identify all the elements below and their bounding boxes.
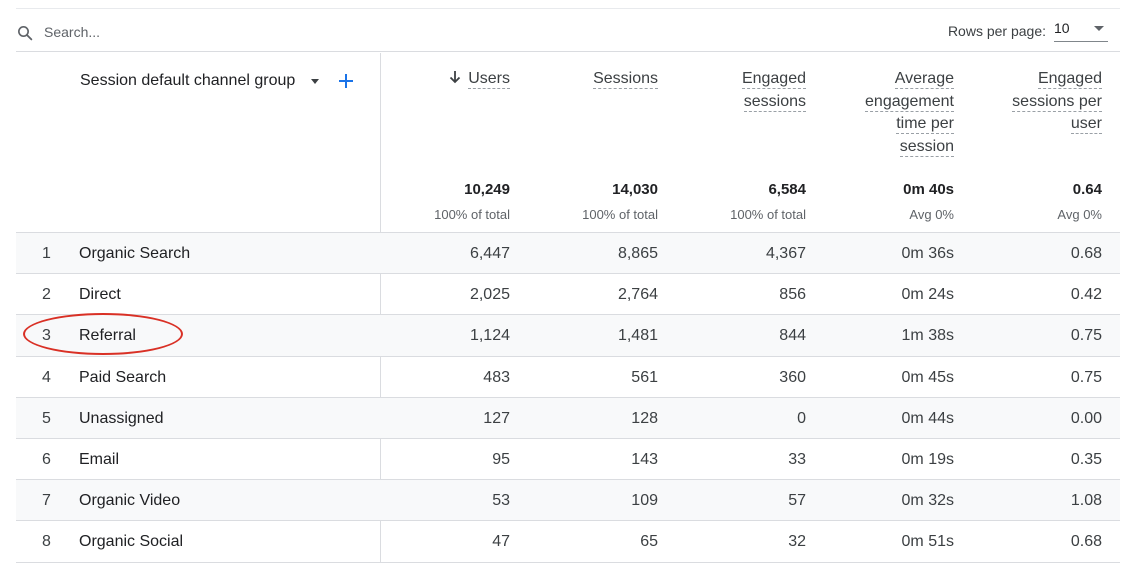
- cell-engaged-sessions: 33: [788, 450, 806, 468]
- row-channel: Unassigned: [79, 409, 164, 427]
- cell-users: 47: [492, 533, 510, 551]
- table-header: Session default channel group Users Sess…: [16, 53, 1120, 233]
- cell-engaged-per-user: 0.75: [1070, 327, 1102, 345]
- top-divider: [16, 8, 1120, 9]
- row-channel: Organic Search: [79, 245, 191, 262]
- cell-users: 483: [483, 368, 510, 386]
- dimension-column-divider: [380, 53, 381, 563]
- cell-users: 1,124: [469, 327, 510, 345]
- total-engaged-per-user: 0.64: [1072, 181, 1102, 198]
- total-note-engaged-per-user: Avg 0%: [1057, 207, 1102, 222]
- cell-avg-engagement-time: 1m 38s: [901, 327, 954, 345]
- rows-per-page-label: Rows per page:: [947, 23, 1046, 39]
- cell-avg-engagement-time: 0m 19s: [901, 450, 954, 468]
- cell-avg-engagement-time: 0m 45s: [901, 368, 954, 386]
- total-users: 10,249: [464, 181, 510, 198]
- cell-avg-engagement-time: 0m 44s: [901, 409, 954, 427]
- total-sessions: 14,030: [612, 181, 658, 198]
- dimension-header[interactable]: Session default channel group: [80, 72, 354, 90]
- cell-engaged-per-user: 0.75: [1070, 368, 1102, 386]
- cell-avg-engagement-time: 0m 24s: [901, 286, 954, 304]
- table-row[interactable]: 6 Email 95 143 33 0m 19s 0.35: [16, 439, 1120, 481]
- total-avg-engagement-time: 0m 40s: [903, 181, 954, 198]
- row-channel: Direct: [79, 286, 121, 304]
- cell-engaged-per-user: 0.42: [1070, 286, 1102, 304]
- row-index: 2: [42, 286, 51, 304]
- cell-users: 2,025: [469, 286, 510, 304]
- cell-avg-engagement-time: 0m 51s: [901, 533, 954, 551]
- cell-engaged-sessions: 360: [779, 368, 806, 386]
- total-note-users: 100% of total: [434, 207, 510, 222]
- cell-sessions: 143: [631, 450, 658, 468]
- cell-engaged-per-user: 1.08: [1070, 492, 1102, 510]
- cell-users: 95: [492, 450, 510, 468]
- table-row[interactable]: 4 Paid Search 483 561 360 0m 45s 0.75: [16, 357, 1120, 398]
- cell-sessions: 2,764: [617, 286, 658, 304]
- cell-engaged-sessions: 0: [797, 409, 806, 427]
- highlight-ellipse: [23, 313, 183, 355]
- row-index: 8: [42, 533, 51, 551]
- total-note-avg-engagement-time: Avg 0%: [909, 207, 954, 222]
- dimension-header-label: Session default channel group: [80, 72, 296, 89]
- table-row[interactable]: 7 Organic Video 53 109 57 0m 32s 1.08: [16, 480, 1120, 522]
- caret-down-icon: [1094, 26, 1104, 31]
- column-header-engaged-sessions[interactable]: Engaged sessions: [741, 70, 806, 112]
- cell-sessions: 109: [631, 492, 658, 510]
- row-channel: Email: [79, 450, 120, 468]
- table-row[interactable]: 8 Organic Social 47 65 32 0m 51s 0.68: [16, 521, 1120, 563]
- cell-engaged-sessions: 856: [779, 286, 806, 304]
- cell-sessions: 65: [640, 533, 658, 551]
- arrow-down-icon: [450, 71, 461, 84]
- column-header-avg-engagement-time[interactable]: Average engagement time per session: [865, 70, 954, 157]
- cell-sessions: 128: [631, 409, 658, 427]
- report-table: Session default channel group Users Sess…: [16, 53, 1120, 563]
- caret-down-icon[interactable]: [311, 78, 320, 84]
- cell-sessions: 561: [631, 368, 658, 386]
- row-index: 1: [42, 245, 51, 262]
- total-note-sessions: 100% of total: [582, 207, 658, 222]
- cell-engaged-sessions: 57: [788, 492, 806, 510]
- cell-users: 53: [492, 492, 510, 510]
- total-engaged-sessions: 6,584: [768, 181, 806, 198]
- cell-avg-engagement-time: 0m 32s: [901, 492, 954, 510]
- table-row[interactable]: 2 Direct 2,025 2,764 856 0m 24s 0.42: [16, 274, 1120, 316]
- row-channel: Organic Video: [79, 492, 181, 510]
- cell-users: 127: [483, 409, 510, 427]
- row-index: 4: [42, 368, 51, 386]
- table-toolbar: Rows per page: 10: [16, 12, 1120, 52]
- cell-engaged-per-user: 0.68: [1070, 245, 1102, 262]
- cell-engaged-per-user: 0.00: [1070, 409, 1102, 427]
- search-icon: [18, 26, 33, 41]
- cell-sessions: 8,865: [617, 245, 658, 262]
- cell-avg-engagement-time: 0m 36s: [901, 245, 954, 262]
- rows-per-page-value: 10: [1054, 20, 1070, 36]
- rows-per-page-select[interactable]: 10: [1054, 16, 1108, 42]
- cell-engaged-sessions: 844: [779, 327, 806, 345]
- cell-sessions: 1,481: [617, 327, 658, 345]
- cell-engaged-sessions: 32: [788, 533, 806, 551]
- cell-users: 6,447: [469, 245, 510, 262]
- table-row[interactable]: 1 Organic Search 6,447 8,865 4,367 0m 36…: [16, 233, 1120, 275]
- column-header-engaged-per-user[interactable]: Engaged sessions per user: [1012, 70, 1102, 134]
- row-channel: Paid Search: [79, 368, 167, 386]
- row-channel: Organic Social: [79, 533, 184, 551]
- table-row[interactable]: 5 Unassigned 127 128 0 0m 44s 0.00: [16, 397, 1120, 439]
- total-note-engaged-sessions: 100% of total: [730, 207, 806, 222]
- row-index: 7: [42, 492, 51, 510]
- cell-engaged-sessions: 4,367: [765, 245, 806, 262]
- row-index: 6: [42, 450, 51, 468]
- cell-engaged-per-user: 0.68: [1070, 533, 1102, 551]
- plus-icon[interactable]: [339, 74, 354, 88]
- search-input[interactable]: [44, 21, 344, 43]
- column-header-users[interactable]: Users: [448, 68, 510, 91]
- column-header-sessions[interactable]: Sessions: [593, 70, 658, 89]
- row-index: 5: [42, 409, 51, 427]
- cell-engaged-per-user: 0.35: [1070, 450, 1102, 468]
- table-row[interactable]: 3 Referral 1,124 1,481 844 1m 38s 0.75: [16, 315, 1120, 357]
